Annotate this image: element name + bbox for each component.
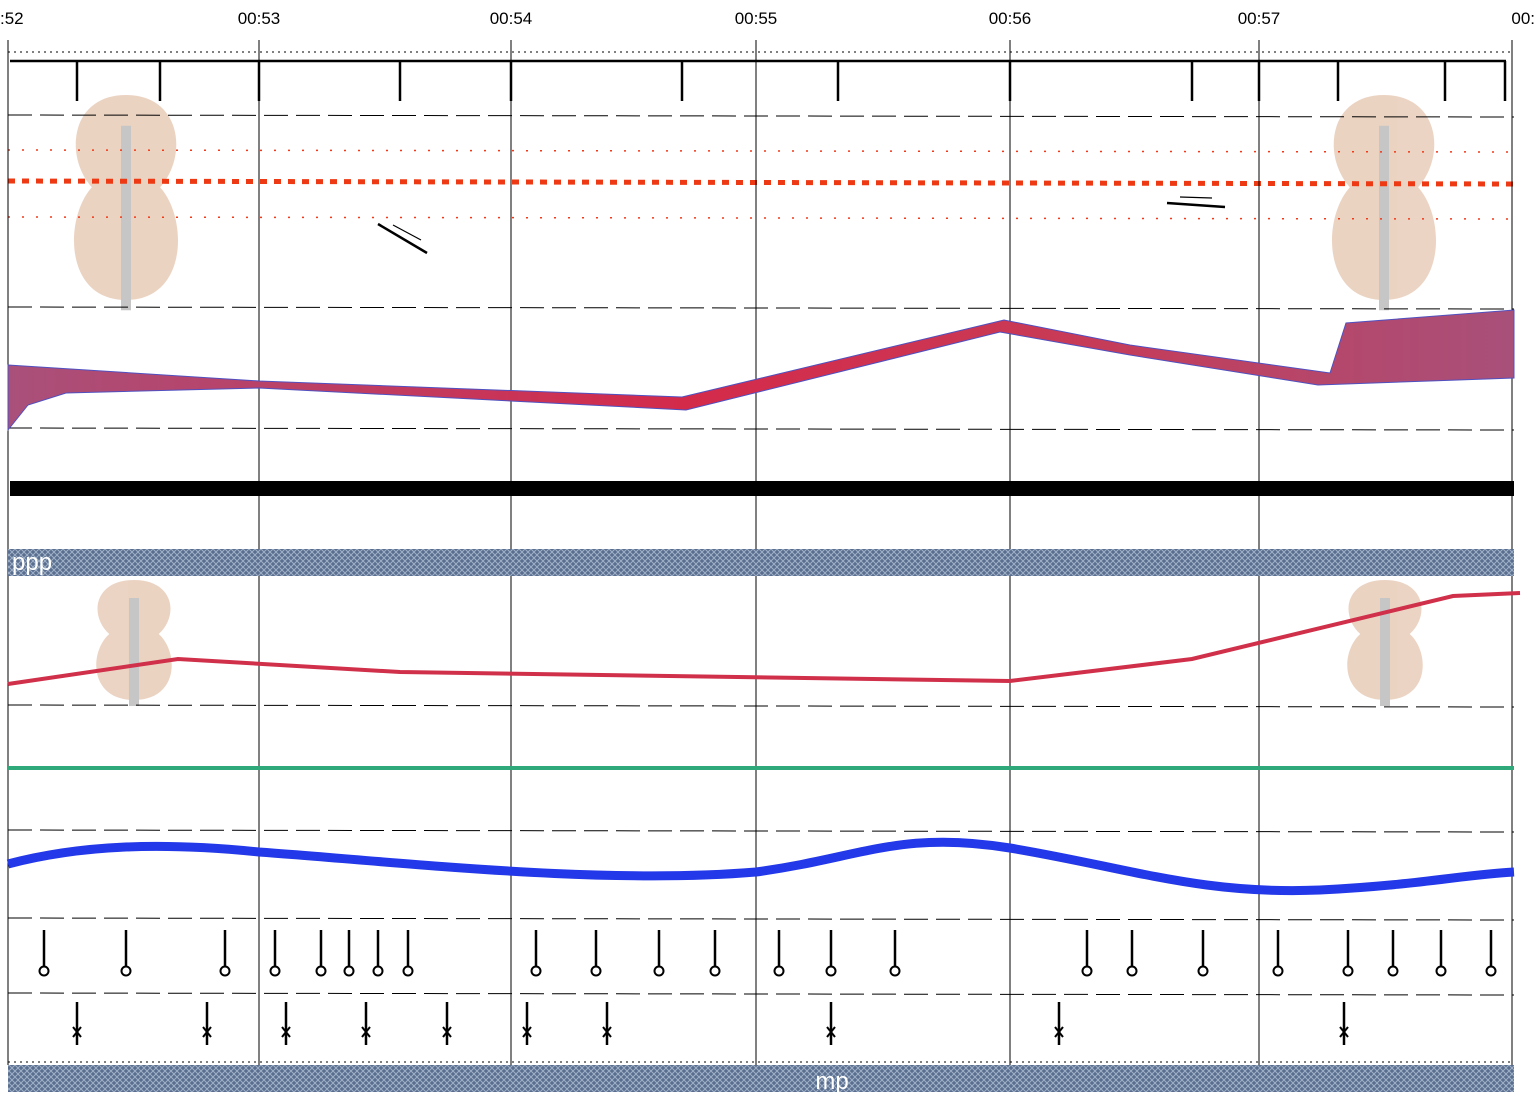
- x-note-head: [442, 1026, 452, 1038]
- violin-neck: [129, 598, 139, 706]
- violin-body: [1331, 95, 1437, 300]
- note-head: [343, 965, 355, 977]
- note-head: [269, 965, 281, 977]
- dashed-guide: [7, 306, 1515, 310]
- pitch-line: [7, 216, 1515, 220]
- time-label: 00:54: [490, 9, 533, 28]
- dashed-guide: [7, 917, 1515, 921]
- note-head: [1435, 965, 1447, 977]
- note-head: [773, 965, 785, 977]
- note-head: [1197, 965, 1209, 977]
- dynamics-band: [8, 549, 1514, 576]
- time-label: 00:55: [735, 9, 778, 28]
- dashed-guide: [7, 992, 1515, 996]
- note-head: [38, 965, 50, 977]
- blue-curve: [6, 837, 1515, 896]
- pressure-band: [7, 309, 1515, 432]
- dashed-guide: [7, 704, 1515, 708]
- violin-neck: [1379, 125, 1389, 311]
- note-head: [590, 965, 602, 977]
- dashed-guide: [7, 829, 1515, 833]
- bow-arrow: [1179, 196, 1213, 199]
- note-head: [1272, 965, 1284, 977]
- x-note-head: [72, 1026, 82, 1038]
- note-head: [1126, 965, 1138, 977]
- x-note-head: [602, 1026, 612, 1038]
- violin-image: [73, 95, 179, 311]
- pitch-line-main: [7, 178, 1515, 187]
- violin-image: [96, 580, 172, 706]
- note-head: [315, 965, 327, 977]
- time-label: 00:56: [989, 9, 1032, 28]
- violin-image: [1331, 95, 1437, 311]
- note-head: [372, 965, 384, 977]
- dynamics-band: [8, 1065, 1514, 1092]
- labels: :52 00:53 00:54 00:55 00:56 00:57 00:: [0, 9, 1535, 28]
- note-head: [1485, 965, 1497, 977]
- dashed-guide: [7, 427, 1515, 431]
- dashed-guide: [7, 114, 1515, 118]
- duration-bar: [10, 481, 1514, 496]
- red-curve: [7, 591, 1521, 686]
- x-note-head: [522, 1026, 532, 1038]
- note-head: [530, 965, 542, 977]
- note-head: [709, 965, 721, 977]
- note-head: [889, 965, 901, 977]
- x-note-head: [1339, 1026, 1349, 1038]
- note-head: [1081, 965, 1093, 977]
- dynamics-label: mp: [815, 1068, 848, 1095]
- bow-stroke: [1166, 201, 1226, 209]
- note-head: [402, 965, 414, 977]
- violin-image: [1347, 580, 1423, 706]
- note-head: [825, 965, 837, 977]
- x-note-head: [1054, 1026, 1064, 1038]
- note-head: [219, 965, 231, 977]
- violin-body: [73, 95, 179, 300]
- time-label: 00:: [1511, 9, 1535, 28]
- bow-arrow: [392, 224, 422, 241]
- pitch-line: [7, 149, 1515, 153]
- bow-stroke: [377, 222, 428, 255]
- dynamics-label: ppp: [12, 549, 52, 576]
- violin-body: [1347, 580, 1423, 700]
- x-note-head: [281, 1026, 291, 1038]
- layout: ppp mp: [6, 40, 1521, 1095]
- x-note-head: [361, 1026, 371, 1038]
- violin-neck: [121, 125, 131, 311]
- note-head: [653, 965, 665, 977]
- violin-neck: [1380, 598, 1390, 706]
- x-note-head: [826, 1026, 836, 1038]
- time-label: 00:53: [238, 9, 281, 28]
- x-note-head: [202, 1026, 212, 1038]
- time-label: :52: [0, 9, 24, 28]
- time-label: 00:57: [1238, 9, 1281, 28]
- note-head: [1342, 965, 1354, 977]
- note-head: [1387, 965, 1399, 977]
- note-head: [120, 965, 132, 977]
